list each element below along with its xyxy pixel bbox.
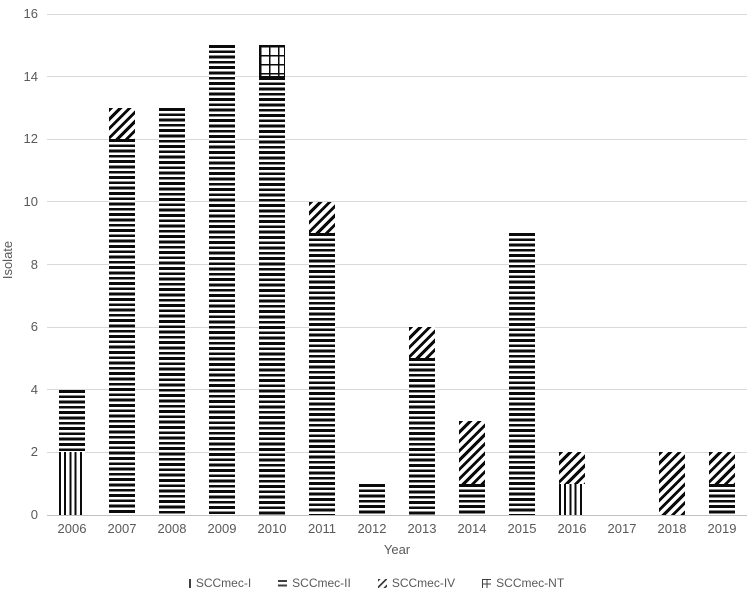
x-tick-label: 2014	[457, 521, 487, 536]
legend-item-SCCmec-NT: SCCmec-NT	[482, 576, 564, 590]
bar-segment-2018-SCCmec-IV	[659, 452, 685, 515]
x-axis-line	[47, 514, 747, 516]
y-tick-label: 0	[30, 507, 38, 522]
bar-segment-2019-SCCmec-IV	[709, 452, 735, 484]
y-tick-label: 6	[30, 319, 38, 335]
x-axis-title: Year	[383, 542, 411, 557]
legend-swatch-grid-icon	[482, 578, 492, 588]
gridline	[47, 201, 747, 203]
legend-item-SCCmec-II: SCCmec-II	[278, 576, 351, 590]
bar-segment-2019-SCCmec-II	[709, 483, 735, 515]
x-tick-label: 2011	[308, 521, 336, 536]
x-tick-label: 2018	[657, 521, 687, 536]
gridline	[47, 13, 747, 15]
gridline	[47, 451, 747, 453]
bar-segment-2011-SCCmec-II	[309, 233, 335, 515]
x-tick-label: 2008	[157, 521, 187, 536]
bar-segment-2009-SCCmec-II	[209, 45, 235, 515]
x-tick-label: 2017	[607, 521, 637, 536]
legend-label: SCCmec-IV	[391, 576, 456, 590]
x-tick-label: 2015	[507, 521, 537, 536]
bar-segment-2011-SCCmec-IV	[309, 201, 335, 234]
legend-item-SCCmec-I: SCCmec-I	[188, 576, 252, 590]
bar-segment-2012-SCCmec-II	[359, 483, 385, 515]
y-tick-label: 12	[23, 131, 38, 147]
gridline	[47, 326, 747, 328]
bar-segment-2008-SCCmec-II	[159, 107, 185, 515]
gridline	[47, 138, 747, 140]
x-tick-label: 2012	[357, 521, 387, 536]
bar-segment-2016-SCCmec-I	[559, 483, 585, 515]
gridline	[47, 76, 747, 78]
y-tick-label: 10	[23, 193, 38, 209]
bar-segment-2006-SCCmec-II	[59, 389, 85, 453]
y-tick-label: 16	[23, 6, 38, 21]
legend-item-SCCmec-IV: SCCmec-IV	[377, 576, 456, 590]
bar-segment-2016-SCCmec-IV	[559, 452, 585, 484]
x-tick-label: 2010	[257, 521, 287, 536]
legend-swatch-vertical-stripes-icon	[188, 578, 191, 588]
x-tick-label: 2009	[207, 521, 237, 536]
x-tick-label: 2007	[107, 521, 137, 536]
bar-segment-2007-SCCmec-II	[109, 139, 135, 515]
bar-segment-2010-SCCmec-II	[259, 76, 285, 515]
y-tick-label: 2	[30, 444, 38, 460]
legend-label: SCCmec-II	[292, 576, 351, 590]
plot-area	[47, 13, 747, 516]
bar-segment-2010-SCCmec-NT	[259, 45, 285, 77]
y-tick-label: 8	[30, 256, 38, 272]
y-tick-label: 14	[23, 68, 38, 84]
x-tick-label: 2006	[57, 521, 87, 536]
gridline	[47, 389, 747, 391]
legend-label: SCCmec-I	[195, 576, 252, 590]
bar-segment-2007-SCCmec-IV	[109, 107, 135, 140]
bar-segment-2006-SCCmec-I	[59, 452, 85, 515]
x-tick-label: 2019	[707, 521, 737, 536]
legend-label: SCCmec-NT	[496, 576, 565, 590]
legend-swatch-diagonal-stripes-icon	[377, 578, 387, 588]
bar-segment-2013-SCCmec-II	[409, 358, 435, 515]
gridline	[47, 264, 747, 265]
legend: SCCmec-I SCCmec-II SCCmec-IV SCCmec-NT	[0, 574, 753, 592]
bar-segment-2013-SCCmec-IV	[409, 327, 435, 359]
x-tick-label: 2013	[407, 521, 437, 536]
bar-segment-2015-SCCmec-II	[509, 233, 535, 515]
legend-swatch-horizontal-stripes-icon	[278, 579, 288, 587]
y-tick-label: 4	[30, 381, 38, 397]
x-tick-label: 2016	[557, 521, 587, 536]
bar-segment-2014-SCCmec-II	[459, 483, 485, 515]
bar-segment-2014-SCCmec-IV	[459, 421, 485, 484]
